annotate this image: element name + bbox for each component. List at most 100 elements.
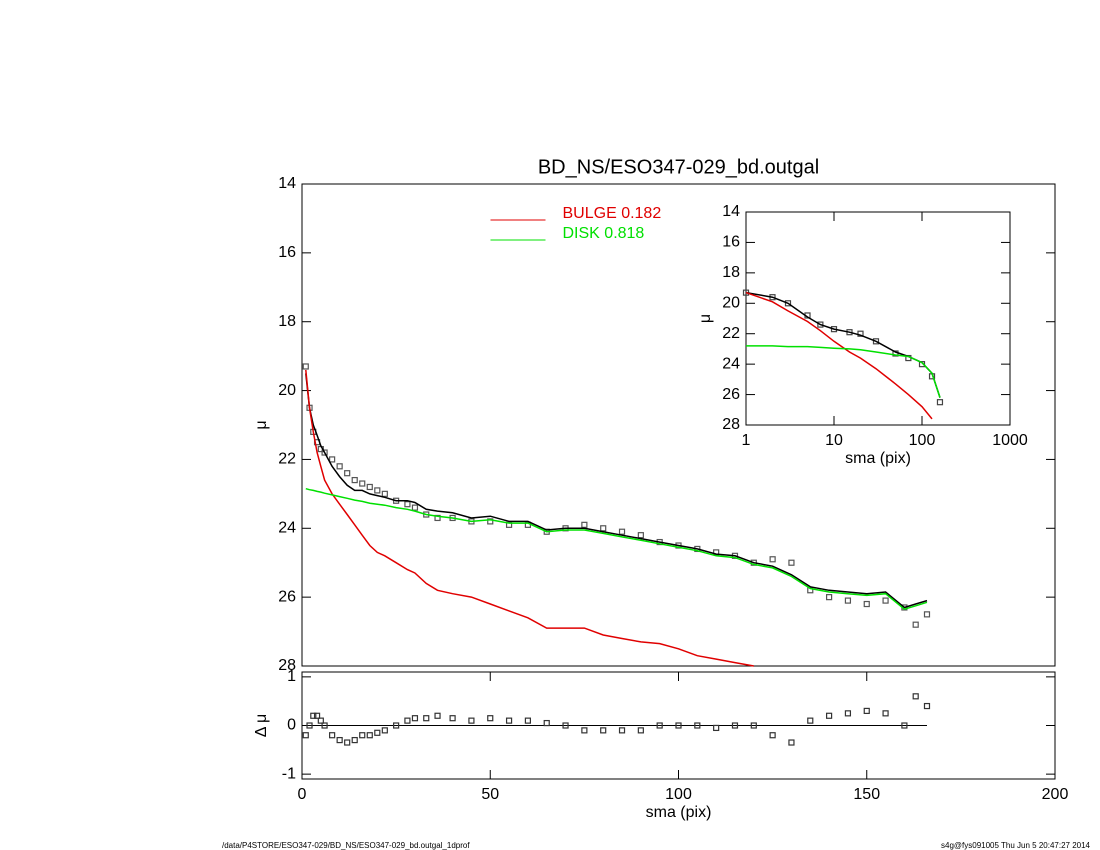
data-point: [769, 732, 776, 739]
y-axis-label: μ: [253, 420, 270, 429]
y-tick-label: 24: [278, 520, 296, 537]
data-point: [817, 321, 824, 328]
data-point: [374, 729, 381, 736]
data-point: [656, 722, 663, 729]
y-tick-label: 22: [278, 451, 296, 468]
data-point: [381, 727, 388, 734]
y-axis-label: Δ μ: [253, 714, 270, 737]
x-axis-label: sma (pix): [845, 450, 911, 467]
data-point: [918, 361, 926, 368]
data-point: [310, 712, 317, 719]
data-point: [618, 727, 626, 734]
y-tick-label: 0: [287, 717, 296, 734]
series-line: [305, 373, 928, 609]
data-point: [872, 338, 880, 345]
data-point: [487, 518, 494, 525]
data-point: [411, 715, 419, 722]
data-point: [788, 559, 795, 566]
data-point: [449, 715, 456, 722]
x-tick-label: 100: [909, 432, 936, 449]
series-line: [745, 291, 933, 420]
data-point: [351, 476, 358, 484]
data-point: [423, 715, 430, 722]
series-line: [745, 291, 941, 398]
data-point: [713, 549, 720, 556]
data-point: [844, 710, 852, 717]
y-tick-label: 20: [278, 382, 296, 399]
plot-frame: [745, 211, 1011, 426]
data-point: [411, 504, 419, 511]
data-point: [844, 597, 852, 604]
y-tick-label: 14: [722, 203, 740, 220]
data-point: [317, 717, 324, 724]
data-point: [393, 722, 400, 729]
data-point: [562, 722, 569, 729]
data-point: [637, 727, 644, 734]
x-tick-label: 150: [853, 786, 880, 803]
data-point: [351, 736, 358, 744]
x-tick-label: 1: [742, 432, 751, 449]
data-point: [637, 532, 644, 539]
series-line: [305, 487, 928, 611]
data-point: [581, 727, 588, 734]
data-point: [600, 525, 607, 532]
data-point: [336, 463, 343, 470]
x-tick-label: 10: [825, 432, 843, 449]
x-axis-label: sma (pix): [646, 804, 712, 821]
x-tick-label: 100: [665, 786, 692, 803]
x-tick-label: 200: [1042, 786, 1069, 803]
data-point: [336, 736, 343, 744]
series-line: [305, 369, 754, 667]
y-tick-label: 16: [722, 234, 740, 251]
data-point: [404, 501, 411, 508]
data-point: [404, 717, 411, 724]
data-point: [524, 717, 532, 724]
data-point: [936, 399, 944, 406]
data-point: [807, 717, 814, 724]
data-point: [694, 722, 701, 729]
data-point: [329, 732, 336, 739]
data-point: [863, 707, 870, 715]
footer-left: /data/P4STORE/ESO347-029/BD_NS/ESO347-02…: [222, 841, 470, 850]
x-tick-label: 1000: [992, 432, 1028, 449]
legend-label: BULGE 0.182: [563, 205, 662, 222]
legend-label: DISK 0.818: [563, 225, 645, 242]
y-tick-label: 20: [722, 295, 740, 312]
y-tick-label: 14: [278, 175, 296, 192]
y-tick-label: 22: [722, 325, 740, 342]
footer-right: s4g@fys091005 Thu Jun 5 20:47:27 2014: [941, 841, 1091, 850]
data-point: [366, 732, 373, 739]
data-point: [731, 722, 739, 729]
data-point: [302, 363, 309, 370]
data-point: [825, 712, 833, 719]
data-point: [487, 715, 494, 722]
data-point: [366, 483, 373, 491]
data-point: [912, 693, 919, 700]
data-point: [302, 732, 309, 739]
y-tick-label: 26: [278, 588, 296, 605]
data-point: [750, 722, 757, 729]
data-point: [344, 739, 351, 746]
data-point: [306, 722, 313, 729]
y-tick-label: 24: [722, 355, 740, 372]
y-tick-label: 28: [722, 416, 740, 433]
series-line: [746, 345, 941, 398]
data-point: [675, 722, 682, 729]
data-point: [344, 470, 351, 477]
y-tick-label: 18: [278, 313, 296, 330]
data-point: [329, 456, 336, 463]
y-tick-label: 18: [722, 264, 740, 281]
data-point: [359, 732, 366, 739]
plot-frame: [301, 183, 1056, 667]
x-tick-label: 50: [481, 786, 499, 803]
y-tick-label: 16: [278, 244, 296, 261]
y-axis-label: μ: [697, 314, 714, 323]
data-point: [321, 449, 328, 456]
data-point: [882, 597, 889, 604]
data-point: [381, 490, 388, 497]
data-point: [505, 717, 513, 724]
data-point: [863, 600, 870, 608]
chart-title: BD_NS/ESO347-029_bd.outgal: [538, 156, 819, 178]
data-point: [923, 611, 931, 618]
data-point: [468, 717, 475, 724]
